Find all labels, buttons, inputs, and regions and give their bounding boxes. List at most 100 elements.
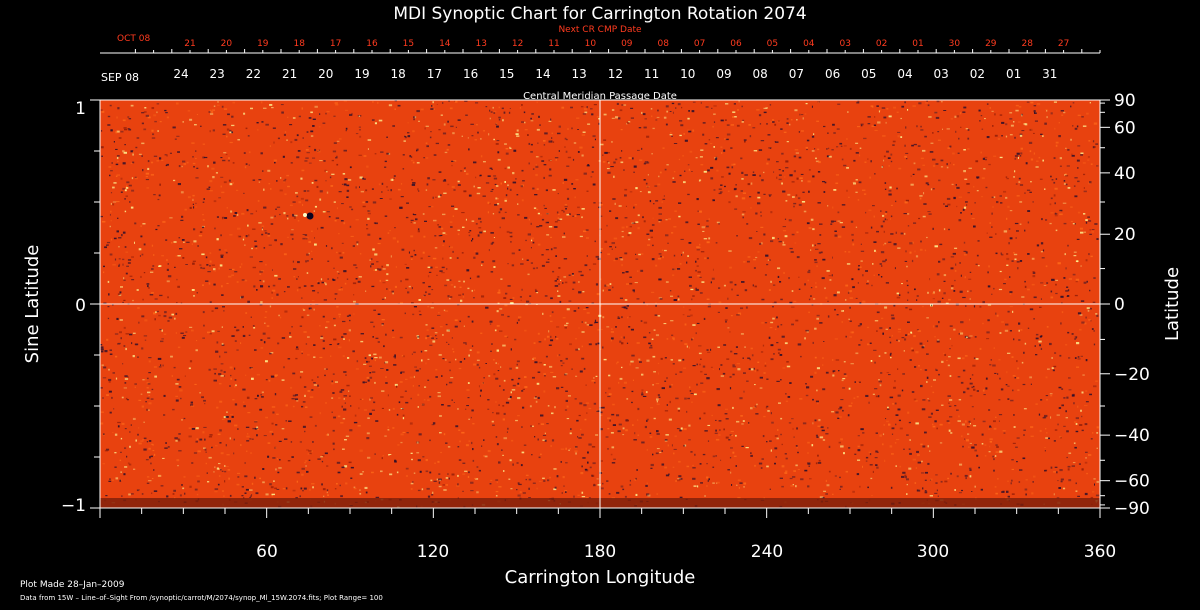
heatmap-cell xyxy=(865,456,869,459)
heatmap-cell xyxy=(1093,122,1098,125)
heatmap-cell xyxy=(897,328,901,330)
heatmap-cell xyxy=(255,210,257,212)
heatmap-cell xyxy=(357,280,361,283)
heatmap-cell xyxy=(449,279,452,281)
heatmap-cell xyxy=(192,203,194,205)
heatmap-cell xyxy=(867,158,869,160)
heatmap-cell xyxy=(384,166,387,168)
heatmap-cell xyxy=(177,151,180,153)
heatmap-cell xyxy=(231,335,235,337)
heatmap-cell xyxy=(203,447,206,449)
heatmap-cell xyxy=(1011,260,1014,262)
heatmap-cell xyxy=(154,120,157,123)
heatmap-cell xyxy=(923,203,927,205)
heatmap-cell xyxy=(867,116,871,118)
heatmap-cell xyxy=(228,477,230,480)
heatmap-cell xyxy=(118,237,122,239)
heatmap-cell xyxy=(996,314,999,317)
heatmap-cell xyxy=(721,176,724,178)
heatmap-cell xyxy=(695,157,698,159)
heatmap-cell xyxy=(371,188,374,190)
heatmap-cell xyxy=(311,379,314,381)
heatmap-cell xyxy=(433,108,435,110)
heatmap-cell xyxy=(758,114,762,117)
heatmap-cell xyxy=(402,417,405,420)
heatmap-cell xyxy=(805,383,807,385)
heatmap-cell xyxy=(550,445,552,447)
heatmap-cell xyxy=(454,100,458,103)
heatmap-cell xyxy=(295,394,298,396)
heatmap-cell xyxy=(1035,333,1039,336)
heatmap-cell xyxy=(321,483,323,486)
heatmap-cell xyxy=(747,256,751,258)
heatmap-cell xyxy=(881,265,883,267)
heatmap-cell xyxy=(717,346,720,348)
heatmap-cell xyxy=(268,244,272,246)
heatmap-cell xyxy=(1067,289,1070,292)
heatmap-cell xyxy=(600,248,603,250)
heatmap-cell xyxy=(1051,367,1054,369)
heatmap-cell xyxy=(366,224,368,226)
heatmap-cell xyxy=(1067,149,1070,151)
heatmap-cell xyxy=(193,295,195,297)
heatmap-cell xyxy=(399,206,403,209)
heatmap-cell xyxy=(226,128,230,131)
heatmap-cell xyxy=(396,413,399,416)
heatmap-cell xyxy=(905,307,908,309)
heatmap-cell xyxy=(372,248,375,251)
heatmap-cell xyxy=(1011,468,1014,470)
heatmap-cell xyxy=(341,466,345,469)
heatmap-cell xyxy=(749,135,752,138)
heatmap-cell xyxy=(1063,397,1066,399)
heatmap-cell xyxy=(302,137,304,139)
heatmap-cell xyxy=(436,478,438,481)
heatmap-cell xyxy=(124,198,126,200)
heatmap-cell xyxy=(641,391,643,394)
heatmap-cell xyxy=(935,409,939,411)
heatmap-cell xyxy=(1046,326,1049,328)
heatmap-cell xyxy=(650,407,654,409)
heatmap-cell xyxy=(419,368,421,370)
heatmap-cell xyxy=(549,315,552,317)
heatmap-cell xyxy=(961,435,963,438)
heatmap-cell xyxy=(136,289,139,291)
heatmap-cell xyxy=(490,242,493,245)
heatmap-cell xyxy=(493,373,496,376)
heatmap-cell xyxy=(749,358,751,361)
heatmap-cell xyxy=(655,119,658,121)
heatmap-cell xyxy=(338,315,341,318)
heatmap-cell xyxy=(1035,337,1039,340)
heatmap-cell xyxy=(964,474,968,477)
heatmap-cell xyxy=(457,474,459,477)
heatmap-cell xyxy=(905,199,909,202)
heatmap-cell xyxy=(516,129,519,132)
heatmap-cell xyxy=(145,459,149,461)
heatmap-cell xyxy=(782,230,787,232)
heatmap-cell xyxy=(816,314,820,317)
heatmap-cell xyxy=(1053,493,1055,496)
heatmap-cell xyxy=(463,358,466,360)
heatmap-cell xyxy=(495,185,499,187)
heatmap-cell xyxy=(495,122,498,125)
heatmap-cell xyxy=(708,218,710,220)
heatmap-cell xyxy=(581,465,583,468)
heatmap-cell xyxy=(595,434,599,436)
heatmap-cell xyxy=(422,456,425,458)
heatmap-cell xyxy=(451,337,453,339)
heatmap-cell xyxy=(688,424,691,427)
heatmap-cell xyxy=(213,268,216,271)
chart-title: MDI Synoptic Chart for Carrington Rotati… xyxy=(393,4,806,24)
heatmap-cell xyxy=(447,144,451,146)
heatmap-cell xyxy=(859,266,862,268)
heatmap-cell xyxy=(623,104,627,106)
heatmap-cell xyxy=(960,332,964,335)
heatmap-cell xyxy=(881,166,883,168)
heatmap-cell xyxy=(666,338,669,340)
heatmap-cell xyxy=(793,470,796,472)
heatmap-cell xyxy=(517,482,520,485)
heatmap-cell xyxy=(808,269,811,272)
heatmap-cell xyxy=(1004,329,1009,332)
heatmap-cell xyxy=(427,358,430,360)
heatmap-cell xyxy=(713,146,715,148)
heatmap-cell xyxy=(864,161,867,163)
